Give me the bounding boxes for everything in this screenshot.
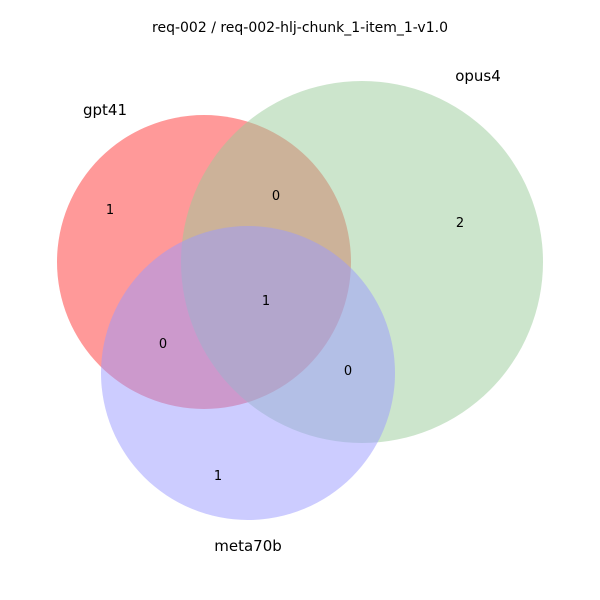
set-circle-meta70b <box>101 226 395 520</box>
set-label-gpt41: gpt41 <box>83 101 127 119</box>
set-label-meta70b: meta70b <box>214 537 282 555</box>
count-gpt41-only: 1 <box>106 203 114 218</box>
count-opus4-meta70b: 0 <box>344 364 352 379</box>
count-opus4-only: 2 <box>456 216 464 231</box>
count-gpt41-meta70b: 0 <box>159 337 167 352</box>
count-all-three: 1 <box>262 294 270 309</box>
set-label-opus4: opus4 <box>455 67 501 85</box>
count-gpt41-opus4: 0 <box>272 189 280 204</box>
count-meta70b-only: 1 <box>214 469 222 484</box>
chart-title: req-002 / req-002-hlj-chunk_1-item_1-v1.… <box>152 20 448 36</box>
